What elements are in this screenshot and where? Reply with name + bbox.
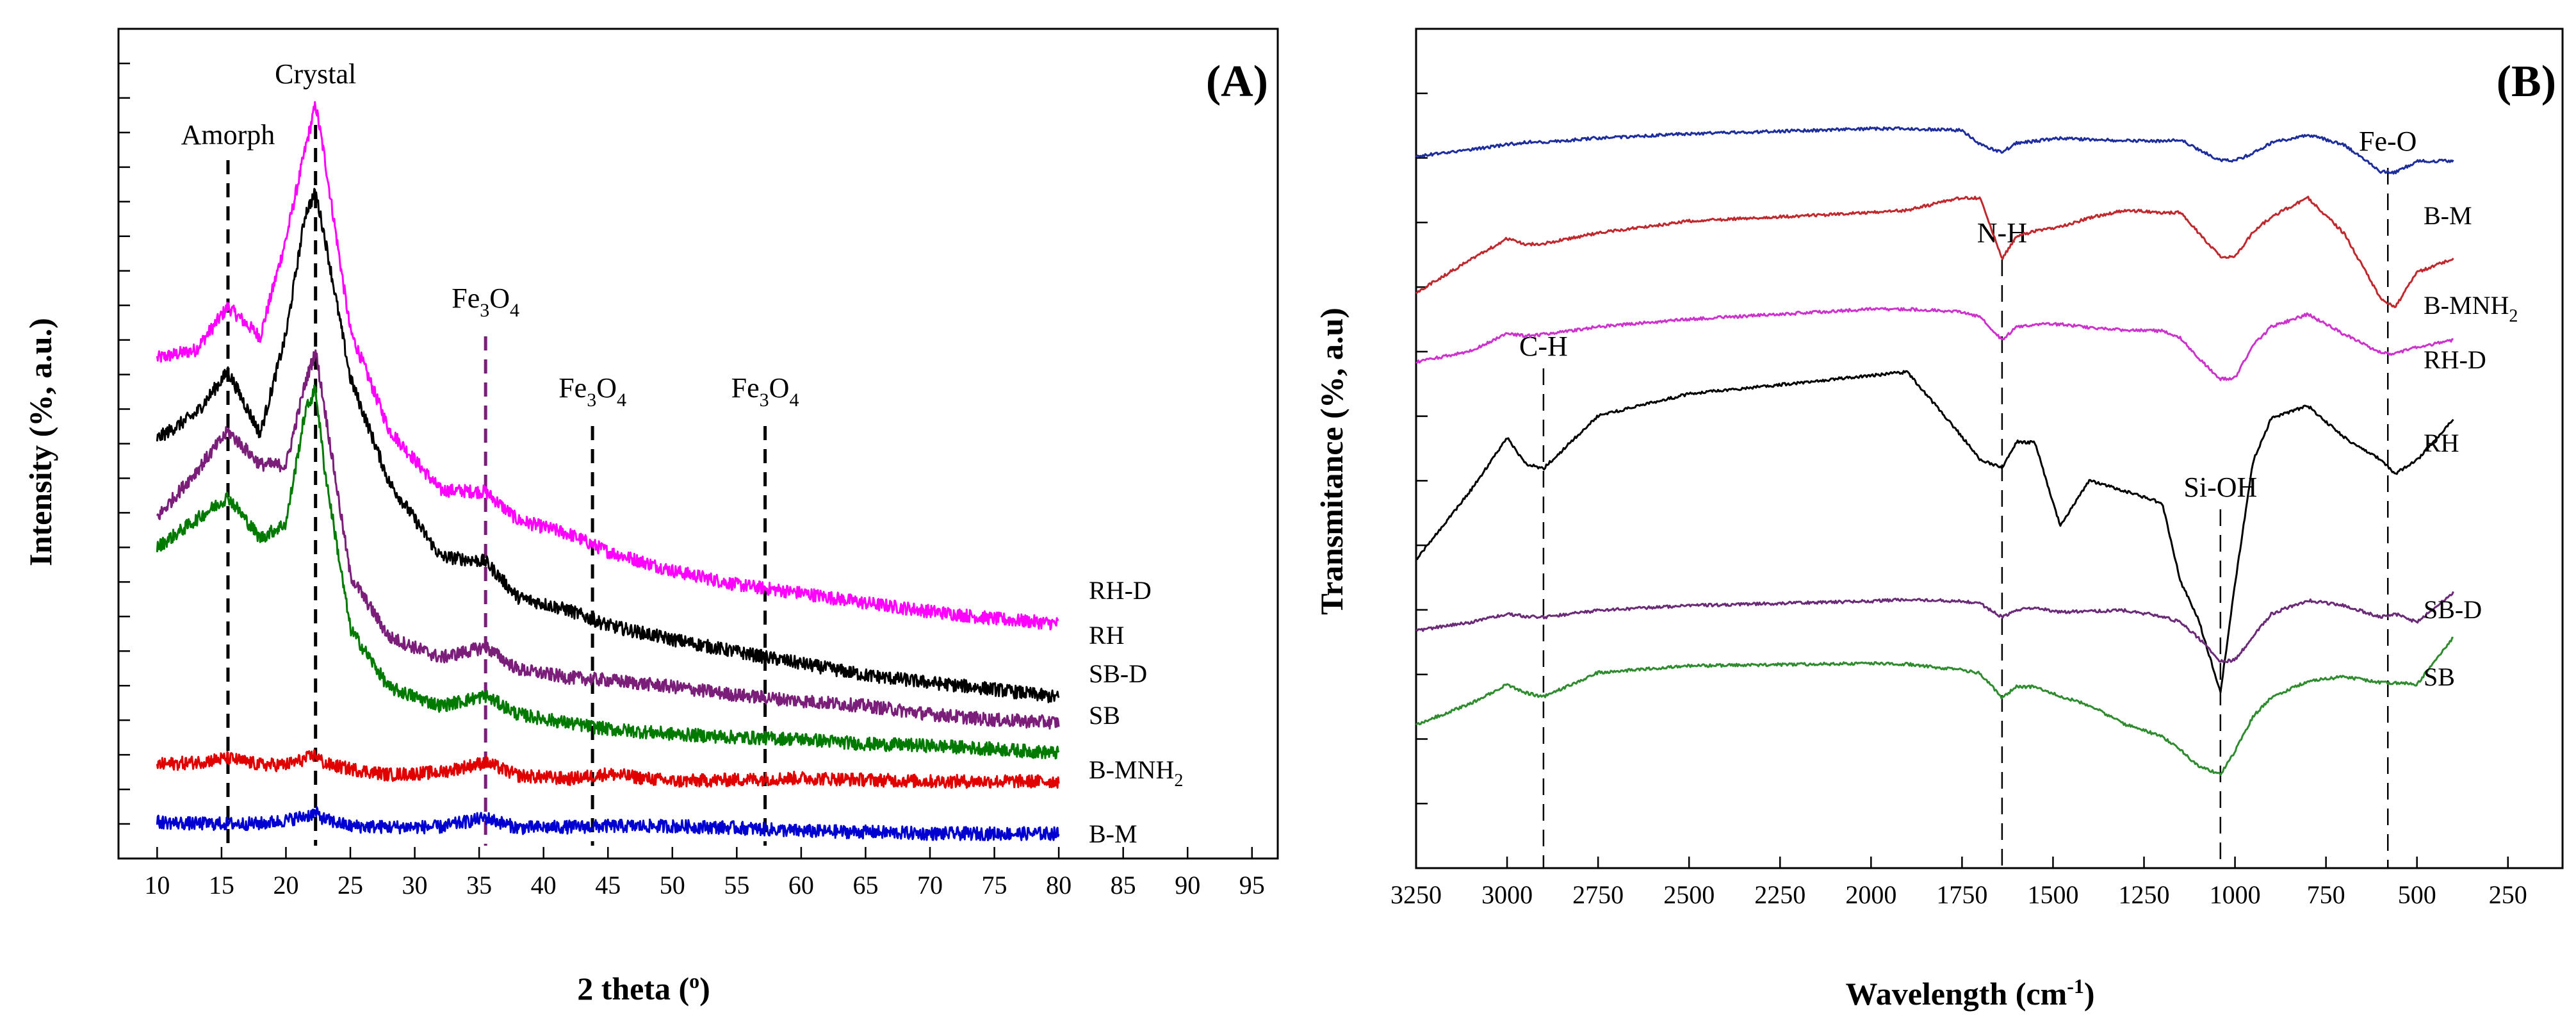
annotation-crystal: Crystal [275, 58, 356, 90]
x-tick-label: 1000 [2210, 880, 2261, 909]
x-tick-label: 2000 [1845, 880, 1896, 909]
y-ticks-b [1416, 28, 1428, 869]
x-tick-label: 60 [788, 871, 814, 900]
x-tick-label: 90 [1175, 871, 1200, 900]
series-line-rh-d [1415, 307, 2454, 381]
annotation-amorph: Amorph [181, 119, 275, 151]
series-group-b [1415, 126, 2454, 776]
x-tick-label: 95 [1239, 871, 1265, 900]
x-axis-title-a: 2 theta (o) [577, 969, 710, 1006]
series-line-sb-d [156, 349, 1060, 730]
x-tick-label: 40 [531, 871, 557, 900]
panel-label-a: (A) [1206, 57, 1268, 106]
x-tick-label: 3000 [1481, 880, 1533, 909]
x-tick-label: 1250 [2119, 880, 2170, 909]
series-line-sb [1415, 636, 2454, 776]
xrd-chart: 10 15 20 25 30 35 40 45 50 55 60 65 70 75 80 85 90 95 Amo… [22, 28, 1279, 1006]
x-tick-label: 15 [209, 871, 234, 900]
series-group-a [156, 101, 1060, 841]
x-tick-label: 55 [724, 871, 749, 900]
x-tick-label: 2500 [1663, 880, 1715, 909]
series-line-sb-d [1415, 591, 2454, 664]
series-label-sb-d: SB-D [1089, 659, 1147, 688]
y-axis-title-a: Intensity (%, a.u.) [22, 318, 58, 566]
series-label-b-m: B-M [2424, 201, 2472, 230]
series-line-rh-d [156, 101, 1059, 630]
series-label-b-mnh2: B-MNH2 [1089, 755, 1183, 791]
series-line-rh [156, 188, 1060, 703]
x-tick-label: 30 [402, 871, 428, 900]
series-label-sb-d: SB-D [2424, 595, 2482, 624]
annotation-fe-o: Fe-O [2359, 126, 2417, 157]
series-label-b-mnh2: B-MNH2 [2424, 291, 2518, 326]
x-tick-label: 10 [144, 871, 170, 900]
x-tick-label: 2750 [1572, 880, 1624, 909]
x-tick-label: 65 [852, 871, 878, 900]
chart-panel-b: 3250 3000 2750 2500 2250 2000 1750 1500 1250 1000… [1288, 0, 2576, 1027]
series-line-b-m [156, 806, 1060, 841]
annotation-si-oh: Si-OH [2183, 472, 2257, 503]
x-tick-label: 1500 [2027, 880, 2078, 909]
x-tick-label: 80 [1046, 871, 1072, 900]
series-label-rh-d: RH-D [2424, 345, 2486, 374]
x-tick-label: 2250 [1754, 880, 1806, 909]
series-label-rh: RH [2424, 429, 2459, 457]
series-line-b-mnh2 [1415, 195, 2454, 308]
series-labels-a: RH-D RH SB-D SB B-MNH2 B-M [1089, 576, 1183, 848]
ftir-chart: 3250 3000 2750 2500 2250 2000 1750 1500 1250 1000… [1314, 28, 2564, 1012]
x-tick-label: 500 [2398, 880, 2436, 909]
annotation-fe3o4: Fe3O4 [558, 372, 626, 411]
x-tick-label: 20 [273, 871, 298, 900]
chart-panel-a: 10 15 20 25 30 35 40 45 50 55 60 65 70 75 80 85 90 95 Amo… [22, 28, 1279, 1006]
series-label-sb: SB [1089, 701, 1120, 730]
x-tick-label: 250 [2489, 880, 2527, 909]
series-labels-b: B-M B-MNH2 RH-D RH SB-D SB [2424, 201, 2518, 691]
x-tick-label: 50 [660, 871, 685, 900]
annotation-fe3o4: Fe3O4 [452, 283, 519, 321]
x-tick-label: 750 [2307, 880, 2345, 909]
series-line-b-m [1415, 126, 2454, 175]
series-line-b-mnh2 [156, 749, 1060, 789]
series-label-rh: RH [1089, 621, 1125, 650]
x-tick-label: 35 [466, 871, 492, 900]
y-axis-title-b: Transmitance (%, a.u) [1314, 308, 1349, 615]
x-tick-label: 3250 [1390, 880, 1442, 909]
series-label-sb: SB [2424, 662, 2455, 691]
series-line-sb [156, 384, 1060, 760]
x-tick-label: 70 [917, 871, 943, 900]
panel-label-b: (B) [2497, 57, 2556, 106]
x-ticks-a: 10 15 20 25 30 35 40 45 50 55 60 65 70 75 80 85 90 95 [144, 847, 1265, 900]
x-tick-label: 45 [595, 871, 621, 900]
x-axis-title-b: Wavelength (cm-1) [1845, 974, 2094, 1012]
x-tick-label: 25 [338, 871, 363, 900]
x-tick-label: 75 [982, 871, 1007, 900]
x-ticks-b: 3250 3000 2750 2500 2250 2000 1750 1500 1250 1000… [1390, 857, 2527, 909]
y-ticks-a [118, 28, 130, 860]
series-line-rh [1415, 370, 2454, 694]
series-label-rh-d: RH-D [1089, 576, 1152, 605]
annotation-fe3o4: Fe3O4 [731, 372, 799, 411]
annotation-n-h: N-H [1977, 217, 2027, 249]
x-tick-label: 85 [1111, 871, 1136, 900]
plot-frame-b [1415, 28, 2564, 869]
x-tick-label: 1750 [1936, 880, 1987, 909]
series-label-b-m: B-M [1089, 819, 1137, 848]
